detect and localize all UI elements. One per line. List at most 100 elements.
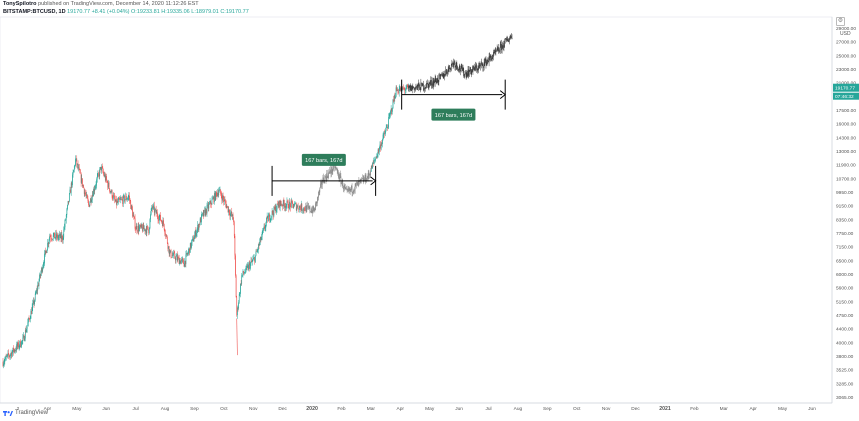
candle-body (368, 173, 370, 176)
candle-body (82, 178, 83, 187)
candle-body (186, 253, 187, 255)
candle-body (220, 193, 222, 197)
candle-body (229, 213, 231, 217)
candle-body (424, 87, 425, 90)
candle-body (421, 83, 423, 86)
candle-body (54, 237, 56, 239)
candle-body (192, 237, 194, 242)
candle-body (210, 200, 212, 205)
candle-body (8, 355, 10, 357)
candle-body (463, 75, 465, 76)
candle-body (184, 260, 186, 265)
candle-body (230, 213, 231, 217)
candle-body (338, 177, 340, 180)
y-tick-label: 16000.00 (836, 122, 856, 128)
candle-body (448, 65, 450, 69)
candle-body (70, 189, 71, 193)
candle-body (115, 199, 117, 202)
candle-body (59, 234, 60, 236)
candle-body (175, 256, 177, 261)
candle-body (409, 85, 411, 91)
settings-icon[interactable]: ⚙ (836, 17, 845, 26)
candle-body (305, 205, 307, 212)
candle-body (178, 257, 180, 264)
candle-body (503, 46, 505, 48)
candle-body (265, 222, 267, 228)
candle-body (403, 88, 405, 89)
candle-body (78, 167, 80, 170)
candle-body (271, 210, 273, 217)
candle-body (85, 192, 86, 195)
candle-body (146, 226, 148, 234)
candle-body (76, 158, 78, 165)
candle-body (205, 208, 207, 216)
candle-body (499, 50, 500, 52)
candle-body (357, 182, 358, 186)
candle-body (339, 174, 341, 177)
candle-body (354, 189, 355, 191)
candle-body (168, 246, 169, 249)
date-range-tool[interactable]: 167 bars, 167d (271, 153, 377, 196)
candle-body (308, 206, 310, 209)
candle-body (61, 235, 63, 240)
candle-body (241, 275, 243, 284)
candle-body (99, 167, 101, 169)
published-text: published on TradingView.com, December 1… (38, 1, 199, 7)
candle-body (90, 198, 91, 203)
candle-body (319, 187, 321, 193)
range-label: 167 bars, 167d (435, 113, 472, 119)
candle-body (378, 149, 380, 152)
candle-body (119, 198, 120, 200)
candle-body (68, 200, 70, 202)
candle-body (234, 235, 236, 256)
candle-body (16, 344, 18, 347)
candle-body (395, 96, 396, 99)
candle-body (411, 85, 413, 90)
candle-body (158, 217, 160, 221)
candle-body (434, 78, 436, 83)
candle-body (301, 203, 303, 211)
candle-body (254, 255, 256, 263)
candle-body (467, 69, 469, 77)
y-tick-label: 27000.00 (836, 40, 856, 46)
candle-body (507, 39, 509, 42)
candle-body (266, 217, 267, 223)
candle-body (487, 60, 489, 62)
x-tick-label: Feb (337, 406, 346, 412)
candle-body (64, 227, 65, 230)
candle-body (20, 340, 21, 347)
date-range-tool[interactable]: 167 bars, 167d (401, 79, 507, 121)
candle-body (499, 44, 501, 52)
candle-body (81, 178, 83, 183)
candle-body (93, 189, 95, 192)
candle-body (224, 199, 226, 201)
x-tick-label: May (425, 406, 435, 412)
candle-body (355, 183, 357, 185)
candle-body (384, 133, 386, 135)
candle-body (506, 39, 508, 41)
candle-body (377, 149, 379, 155)
candle-body (106, 180, 108, 183)
candle-body (282, 200, 284, 207)
candle-body (3, 363, 4, 366)
candle-body (262, 230, 264, 233)
candle-body (154, 209, 156, 213)
candle-body (489, 56, 491, 58)
candle-body (332, 169, 334, 172)
candle-body (441, 75, 443, 77)
candle-body (308, 206, 310, 209)
crash-wick (236, 318, 238, 356)
candle-body (312, 206, 314, 213)
candle-body (197, 224, 199, 230)
candle-body (385, 130, 386, 134)
candle-body (443, 73, 445, 78)
candle-body (309, 206, 311, 212)
candle-body (330, 172, 332, 174)
candle-body (367, 173, 369, 179)
candle-body (37, 285, 39, 291)
candle-body (416, 84, 418, 87)
candle-body (311, 210, 313, 213)
candle-body (346, 188, 347, 190)
candle-body (376, 156, 378, 158)
